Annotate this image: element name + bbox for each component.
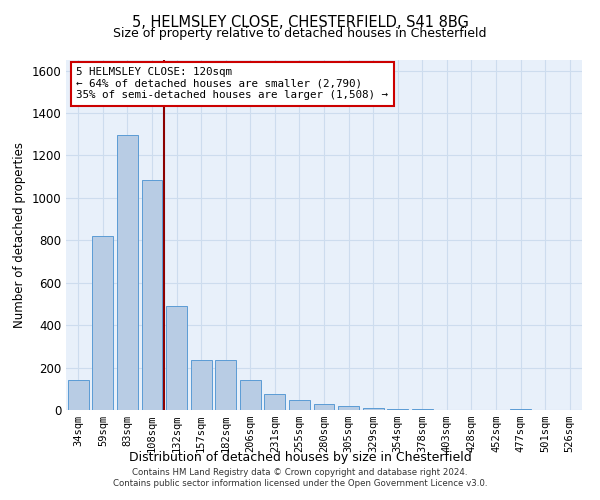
Bar [362,408,383,410]
Bar [338,406,359,410]
Bar [215,360,236,410]
Bar [510,409,531,410]
Text: Size of property relative to detached houses in Chesterfield: Size of property relative to detached ho… [113,28,487,40]
Bar [68,380,89,410]
Bar [191,360,212,410]
Bar [387,409,408,410]
Bar [240,380,261,410]
Text: Distribution of detached houses by size in Chesterfield: Distribution of detached houses by size … [128,451,472,464]
Y-axis label: Number of detached properties: Number of detached properties [13,142,26,328]
Text: Contains HM Land Registry data © Crown copyright and database right 2024.
Contai: Contains HM Land Registry data © Crown c… [113,468,487,487]
Bar [117,136,138,410]
Bar [92,236,113,410]
Bar [265,394,286,410]
Bar [314,404,334,410]
Bar [166,306,187,410]
Bar [412,409,433,410]
Text: 5 HELMSLEY CLOSE: 120sqm
← 64% of detached houses are smaller (2,790)
35% of sem: 5 HELMSLEY CLOSE: 120sqm ← 64% of detach… [76,67,388,100]
Bar [289,400,310,410]
Text: 5, HELMSLEY CLOSE, CHESTERFIELD, S41 8BG: 5, HELMSLEY CLOSE, CHESTERFIELD, S41 8BG [131,15,469,30]
Bar [142,180,163,410]
